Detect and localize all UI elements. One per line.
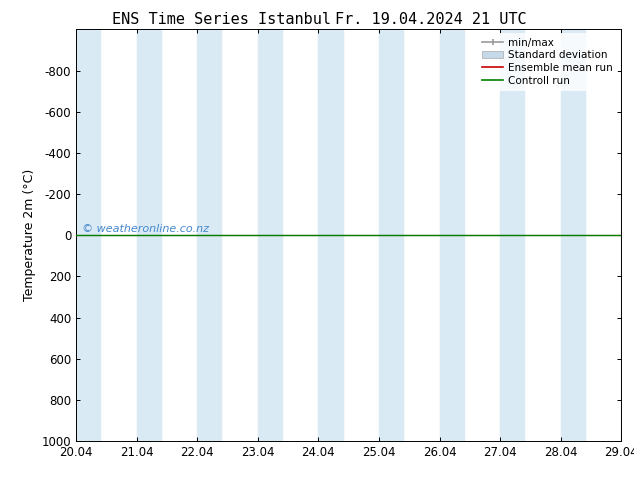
Bar (258, 29, 282, 441)
Text: Fr. 19.04.2024 21 UTC: Fr. 19.04.2024 21 UTC (335, 12, 527, 27)
Bar (621, 29, 634, 441)
Bar (439, 29, 464, 441)
Bar (318, 29, 342, 441)
Legend: min/max, Standard deviation, Ensemble mean run, Controll run: min/max, Standard deviation, Ensemble me… (477, 32, 618, 91)
Bar (197, 29, 221, 441)
Text: © weatheronline.co.nz: © weatheronline.co.nz (82, 224, 209, 234)
Bar (137, 29, 161, 441)
Bar (76, 29, 100, 441)
Bar (379, 29, 403, 441)
Bar (500, 29, 524, 441)
Text: ENS Time Series Istanbul: ENS Time Series Istanbul (112, 12, 332, 27)
Y-axis label: Temperature 2m (°C): Temperature 2m (°C) (23, 169, 36, 301)
Bar (560, 29, 585, 441)
